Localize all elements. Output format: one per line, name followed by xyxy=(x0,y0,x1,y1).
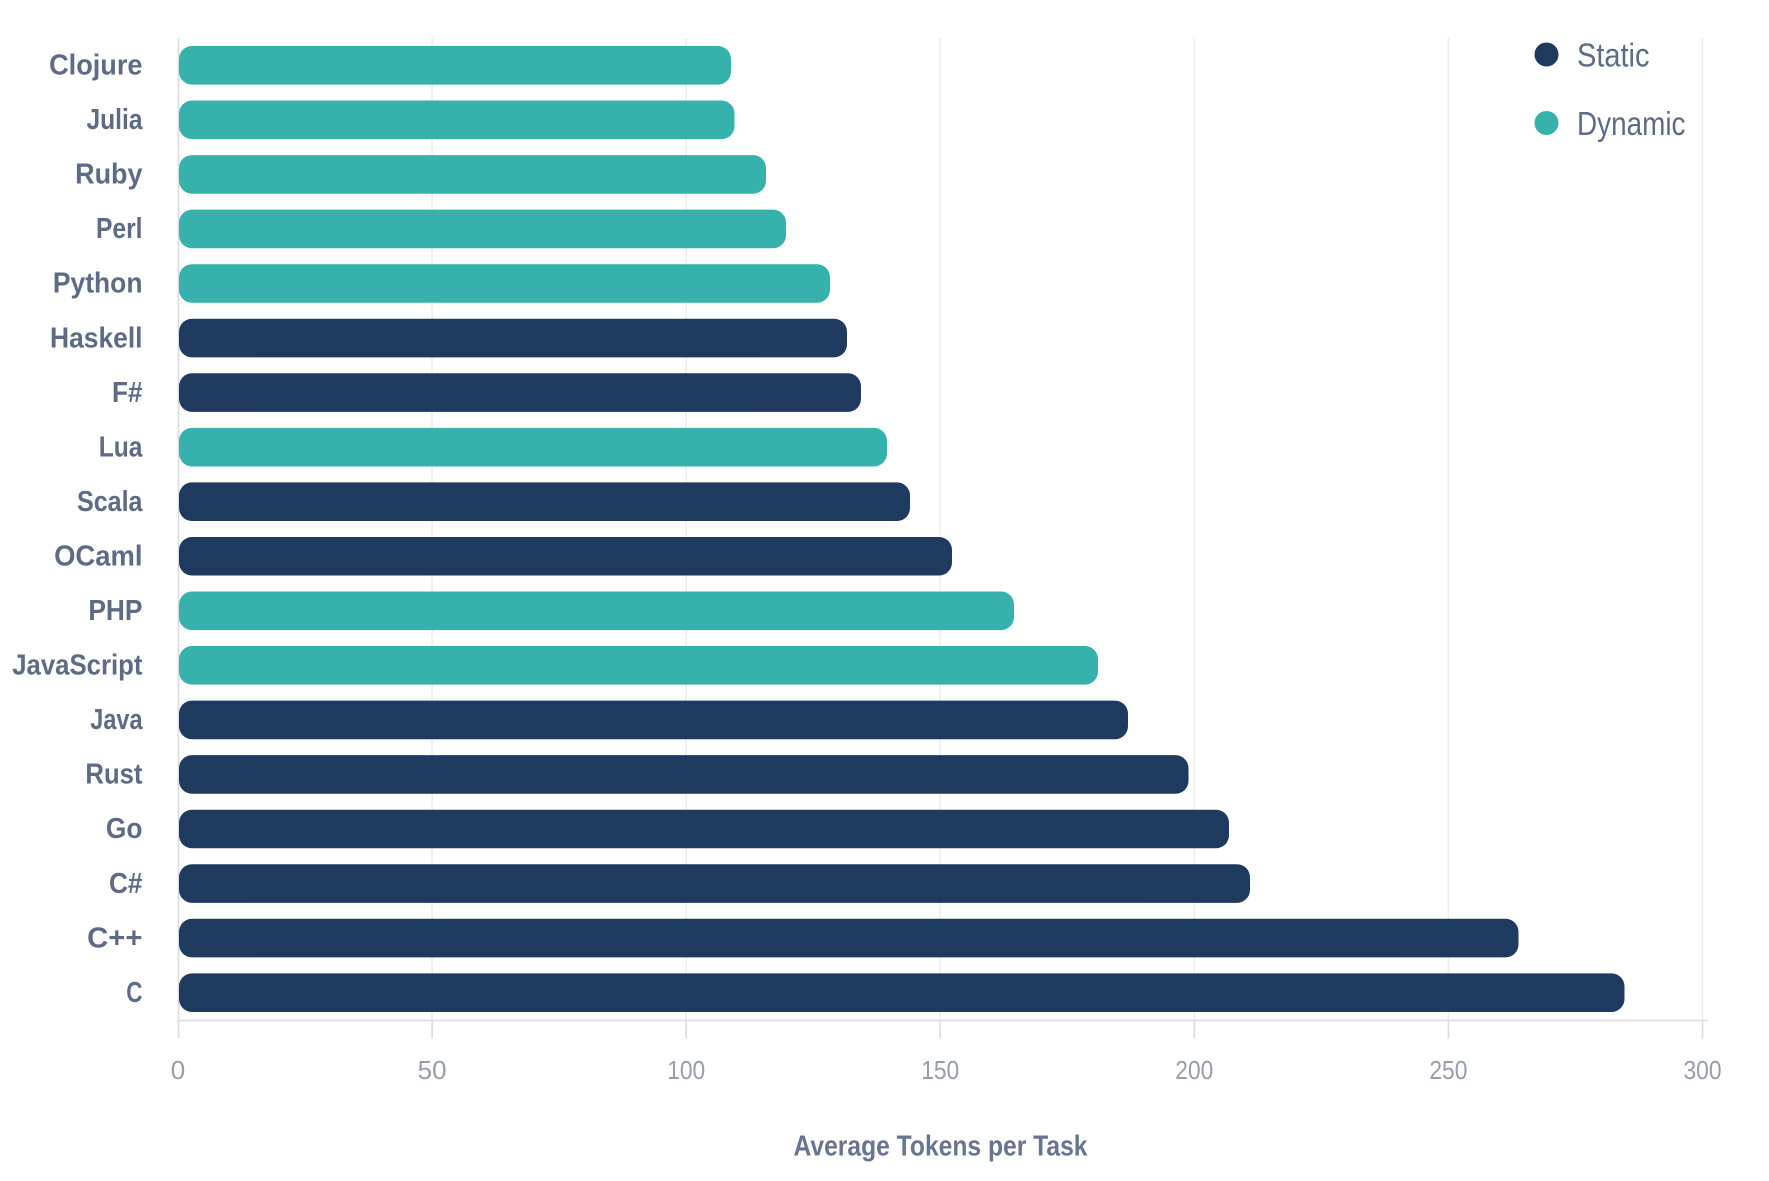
svg-text:Average Tokens per Task: Average Tokens per Task xyxy=(794,1131,1089,1163)
svg-text:Dynamic: Dynamic xyxy=(1577,105,1686,142)
svg-text:Ruby: Ruby xyxy=(75,159,142,191)
svg-text:C#: C# xyxy=(109,868,143,900)
svg-text:Go: Go xyxy=(106,813,143,845)
svg-text:Clojure: Clojure xyxy=(49,50,142,82)
svg-text:Perl: Perl xyxy=(96,213,143,245)
svg-text:250: 250 xyxy=(1429,1055,1467,1085)
svg-text:JavaScript: JavaScript xyxy=(12,650,143,682)
svg-text:Lua: Lua xyxy=(99,431,144,463)
svg-text:Java: Java xyxy=(90,704,143,736)
svg-text:C: C xyxy=(126,977,142,1009)
svg-text:50: 50 xyxy=(418,1055,447,1085)
svg-text:Python: Python xyxy=(53,268,143,300)
svg-text:300: 300 xyxy=(1684,1055,1722,1085)
svg-text:PHP: PHP xyxy=(88,595,142,627)
svg-text:C++: C++ xyxy=(87,922,142,954)
svg-text:100: 100 xyxy=(667,1055,705,1085)
svg-text:Rust: Rust xyxy=(85,759,142,791)
svg-text:150: 150 xyxy=(921,1055,959,1085)
svg-text:OCaml: OCaml xyxy=(54,540,142,572)
svg-text:200: 200 xyxy=(1175,1055,1213,1085)
svg-text:Static: Static xyxy=(1577,37,1650,74)
svg-text:F#: F# xyxy=(112,377,143,409)
svg-text:0: 0 xyxy=(171,1055,185,1085)
svg-text:Julia: Julia xyxy=(87,104,144,136)
svg-text:Haskell: Haskell xyxy=(50,322,143,354)
svg-text:Scala: Scala xyxy=(77,486,143,518)
